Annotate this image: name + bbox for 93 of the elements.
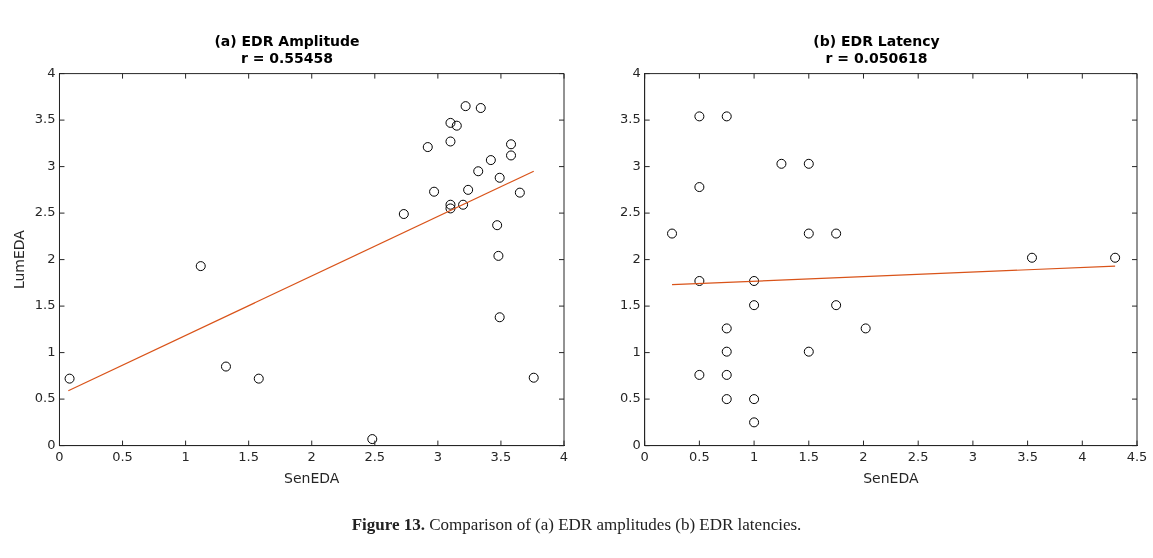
y-tick-label: 3 [632, 157, 641, 173]
x-tick-label: 4 [559, 448, 569, 464]
y-tick-label: 1 [47, 343, 56, 359]
x-tick-label: 3.5 [1017, 448, 1038, 464]
point [514, 187, 525, 198]
y-tick-label: 1.5 [619, 297, 641, 313]
point [506, 150, 517, 161]
point [749, 275, 760, 286]
point [458, 199, 469, 210]
point [1110, 252, 1121, 263]
x-tick-label: 4.5 [1126, 448, 1148, 464]
point [445, 203, 456, 214]
point [367, 434, 378, 445]
point [445, 117, 456, 128]
point [694, 182, 705, 193]
point [253, 373, 264, 384]
x-tick-label: 0.5 [112, 448, 133, 464]
x-tick-label: 2 [859, 448, 868, 464]
point [492, 220, 503, 231]
y-tick-label: 0 [632, 436, 641, 452]
point [451, 120, 462, 131]
x-tick-label: 2 [307, 448, 316, 464]
point [749, 394, 760, 405]
y-tick-label: 2.5 [34, 204, 56, 220]
x-tick-label: 1 [181, 448, 190, 464]
point [528, 372, 539, 383]
point [398, 209, 409, 220]
point [445, 136, 456, 147]
point [694, 111, 705, 122]
x-tick-label: 1 [749, 448, 759, 464]
point [1026, 252, 1037, 263]
point [721, 394, 732, 405]
y-tick-label: 2 [47, 250, 56, 266]
y-tick-label: 4 [47, 64, 56, 80]
y-tick-label: 0.5 [619, 390, 641, 406]
point [220, 361, 231, 372]
x-tick-label: 3.5 [490, 448, 512, 464]
point [494, 172, 505, 183]
x-tick-label: 3 [433, 448, 443, 464]
y-tick-label: 0.5 [34, 390, 56, 406]
point [460, 101, 471, 112]
point [721, 111, 732, 122]
point [831, 228, 842, 239]
point [463, 184, 474, 195]
y-tick-label: 1.5 [34, 297, 56, 313]
point [721, 369, 732, 380]
y-tick-label: 2.5 [619, 204, 641, 220]
x-axis-title: SenEDA [863, 470, 919, 487]
y-tick-label: 3.5 [619, 111, 641, 127]
point [749, 300, 760, 311]
point [422, 142, 433, 153]
y-axis-title: LumEDA [11, 229, 28, 290]
point [776, 158, 787, 169]
point [803, 158, 814, 169]
y-tick-label: 2 [632, 250, 641, 266]
chart-title: (b) EDR Latency [813, 33, 940, 50]
x-tick-label: 2.5 [364, 448, 386, 464]
point [485, 155, 496, 166]
y-tick-label: 4 [632, 64, 641, 80]
point [494, 312, 505, 323]
y-tick-label: 3.5 [34, 111, 56, 127]
point [667, 228, 678, 239]
x-tick-label: 3 [968, 448, 978, 464]
point [803, 228, 814, 239]
point [860, 323, 871, 334]
point [475, 103, 486, 114]
y-tick-label: 0 [47, 436, 56, 452]
y-tick-label: 1 [632, 343, 641, 359]
x-tick-label: 1.5 [238, 448, 260, 464]
x-tick-label: 4 [1078, 448, 1087, 464]
x-tick-label: 1.5 [798, 448, 820, 464]
y-tick-label: 3 [47, 157, 56, 173]
point [506, 139, 517, 150]
x-tick-label: 0.5 [689, 448, 710, 464]
point [803, 346, 814, 357]
point [831, 300, 842, 311]
point [721, 323, 732, 334]
point [64, 373, 75, 384]
point [429, 186, 440, 197]
point [721, 346, 732, 357]
point [694, 369, 705, 380]
point [473, 166, 484, 177]
point [445, 199, 456, 210]
chart-title: (a) EDR Amplitude [214, 33, 360, 50]
chart-subtitle: r = 0.050618 [825, 49, 928, 66]
x-axis-title: SenEDA [284, 470, 340, 487]
point [493, 250, 504, 261]
caption: Figure 13. Comparison of (a) EDR amplitudes (b) EDR latencies. [351, 515, 802, 534]
point [749, 417, 760, 428]
point [694, 275, 705, 286]
point [195, 261, 206, 272]
x-tick-label: 2.5 [907, 448, 929, 464]
chart-subtitle: r = 0.55458 [240, 49, 334, 66]
